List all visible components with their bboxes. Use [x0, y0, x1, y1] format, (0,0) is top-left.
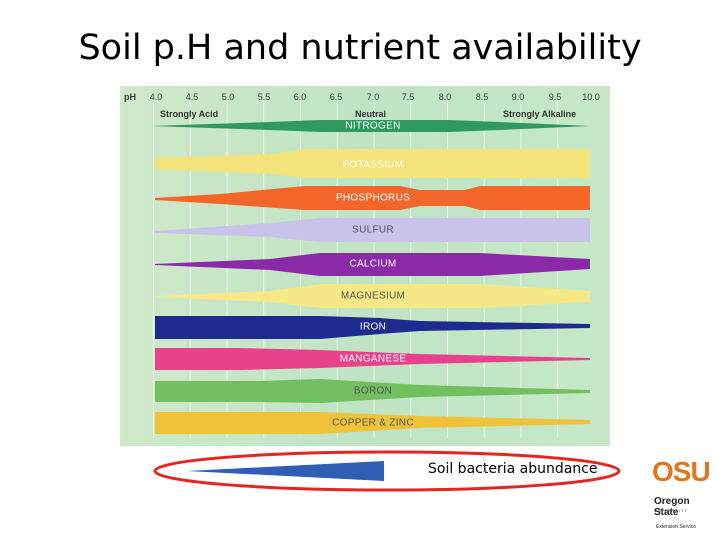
ph-tick: 5.0 [221, 92, 235, 102]
band-label-calcium: CALCIUM [349, 258, 397, 270]
ph-tick: 7.5 [401, 92, 415, 102]
ph-tick: 4.5 [185, 92, 199, 102]
band-boron [155, 379, 590, 403]
ph-axis: pH 4.0 4.5 5.0 5.5 6.0 6.5 7.0 7.5 8.0 8… [120, 92, 610, 106]
nutrient-availability-chart: pH 4.0 4.5 5.0 5.5 6.0 6.5 7.0 7.5 8.0 8… [120, 86, 610, 446]
ph-tick: 6.5 [329, 92, 343, 102]
ph-tick: 5.5 [257, 92, 271, 102]
osu-logo: OSU Oregon State UNIVERSITY Extension Se… [652, 456, 712, 538]
band-label-manganese: MANGANESE [339, 353, 407, 365]
band-label-nitrogen: NITROGEN [345, 120, 401, 132]
ph-tick: 8.0 [438, 92, 452, 102]
ph-tick: 10.0 [582, 92, 600, 102]
ph-tick: 6.0 [293, 92, 307, 102]
bacteria-wedge [187, 461, 384, 481]
band-sulfur [155, 218, 590, 242]
osu-mark: OSU [652, 456, 711, 487]
band-label-phosphorus: PHOSPHORUS [335, 192, 411, 204]
band-magnesium [155, 284, 590, 308]
bacteria-abundance-indicator [153, 450, 621, 492]
osu-university: UNIVERSITY [654, 508, 689, 513]
band-iron [155, 316, 590, 339]
band-manganese [155, 348, 590, 370]
ph-axis-label: pH [124, 92, 136, 102]
band-label-iron: IRON [359, 321, 387, 333]
ph-tick: 4.0 [149, 92, 163, 102]
band-label-potassium: POTASSIUM [342, 159, 404, 171]
strongly-alkaline-label: Strongly Alkaline [503, 109, 577, 119]
ph-tick: 9.5 [548, 92, 562, 102]
band-nitrogen [150, 120, 590, 132]
nutrient-bands [150, 120, 590, 434]
band-phosphorus [155, 186, 590, 210]
band-label-boron: BORON [353, 385, 393, 397]
highlight-ellipse [153, 450, 621, 492]
band-calcium [155, 253, 590, 276]
slide-title: Soil p.H and nutrient availability [78, 28, 642, 68]
band-label-magnesium: MAGNESIUM [340, 290, 406, 302]
bacteria-abundance-label: Soil bacteria abundance [428, 461, 598, 477]
osu-extension: Extension Service [656, 524, 697, 530]
ph-tick: 8.5 [475, 92, 489, 102]
band-potassium [155, 149, 590, 178]
band-label-copper-zinc: COPPER & ZINC [332, 417, 414, 429]
neutral-label: Neutral [355, 109, 387, 119]
band-label-sulfur: SULFUR [352, 224, 394, 236]
ph-tick: 7.0 [366, 92, 380, 102]
strongly-acid-label: Strongly Acid [160, 109, 219, 119]
band-copper-zinc [155, 412, 590, 434]
ph-tick: 9.0 [511, 92, 525, 102]
osu-name: Oregon State [654, 496, 690, 518]
